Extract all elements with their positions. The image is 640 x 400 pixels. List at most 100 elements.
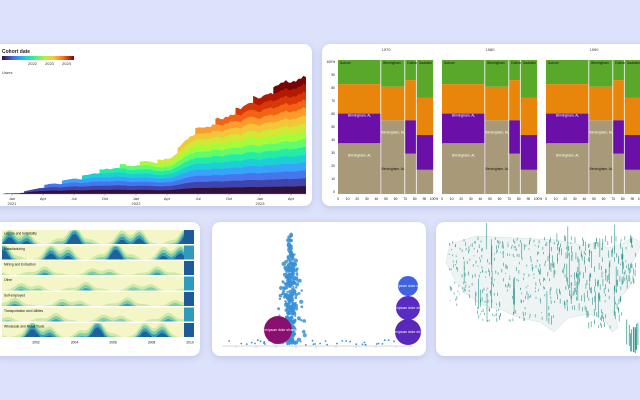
stacked-area-card[interactable]: Cohort date 2022 2023 2024 Users Jan 2021… [0,44,312,206]
x-tick-label: 100% [534,197,543,201]
beeswarm-dot [285,301,287,304]
stacked-area-layers [4,75,307,194]
legend-tick: 2024 [62,61,72,66]
bubble-label: Lorem ipsum dolor sit amet [388,284,426,288]
beeswarm-dot [288,262,292,265]
beeswarm-dot [302,329,306,334]
horizon-row: Leisure and hospitality [2,230,194,244]
marimekko-cell [589,86,613,121]
marimekko-cell [442,143,485,194]
beeswarm-dot [364,343,367,346]
beeswarm-dot [295,282,300,287]
x-tick-label: Jul [71,196,76,201]
us-spike-map [445,222,640,354]
beeswarm-dot [263,341,266,343]
x-tick-label: 80 [517,197,521,201]
x-tick-label: 100% [430,197,439,201]
marimekko-cell [509,60,520,81]
beeswarm-dot [302,319,306,323]
panel-year: 1980 [486,47,496,52]
x-tick-label: Jan [133,196,139,201]
horizon-band [2,315,194,322]
marimekko-cell [520,97,538,136]
column-label: Auburn [548,61,559,65]
legend-title: Cohort date [2,49,30,55]
beeswarm-dot [288,289,293,294]
x-tick-label: 50 [592,197,596,201]
beeswarm-dot [295,306,297,309]
beeswarm-dot [300,289,303,292]
beeswarm-dot [290,274,295,279]
beeswarm-dot [240,342,243,345]
x-tick-label: Oct [102,196,109,201]
x-tick-label: 90 [631,197,635,201]
x-tick-label: 10 [346,197,350,201]
beeswarm-dot [281,280,285,284]
cell-label: Birmingham, AL [348,153,371,157]
beeswarm-dot [287,280,291,283]
area-layer [4,186,306,194]
beeswarm-dot [319,342,321,345]
beeswarm-dot [292,327,296,332]
beeswarm-dot [300,305,304,309]
beeswarm-dot [287,269,289,272]
x-tick-label: 2010 [186,341,194,345]
beeswarm-dot [292,313,295,316]
marimekko-panel: 1970 Birmingham, AL Birmingham, AL Auburn Bi… [337,47,438,201]
column-label: Gadsden [523,61,537,65]
marimekko-cell [405,60,416,81]
y-tick-label: 0 [333,190,335,194]
horizon-card[interactable]: Leisure and hospitality Manufacturing Mini… [0,222,200,356]
beeswarm-dot [284,283,287,285]
x-tick-label: 100% [638,197,640,201]
horizon-band [184,276,194,291]
beeswarm-dot [292,278,295,281]
beeswarm-dot [285,272,288,275]
x-tick-label: Apr [164,196,171,201]
x-tick-label: 2008 [148,341,156,345]
beeswarm-dot [291,271,294,275]
marimekko-cell [405,153,416,194]
column-label: Auburn [444,61,455,65]
horizon-band [184,261,194,275]
x-tick-label: 60 [394,197,398,201]
marimekko-cell [520,135,538,170]
cell-label: Birmingham, AL [486,131,509,135]
beeswarm-dot [278,314,281,317]
x-tick-label: Apr [40,196,47,201]
beeswarm-dot [279,285,284,291]
beeswarm-dot [381,343,384,345]
beeswarm-dot [287,274,290,277]
panel-year: 1970 [382,47,392,52]
highlight-bubble [395,319,421,345]
beeswarm-dot [293,258,298,263]
cell-label: Birmingham, AL [382,167,405,171]
beeswarm-dot [277,307,281,311]
marimekko-card[interactable]: 1970 Birmingham, AL Birmingham, AL Auburn Bi… [322,44,640,206]
beeswarm-dot [287,340,292,345]
x-tick-label: Jan [9,196,15,201]
us-spike-map-card[interactable] [436,222,640,356]
x-tick-year: 2022 [132,201,142,206]
marimekko-cell [624,169,640,194]
horizon-band [2,284,194,291]
x-tick-label: 30 [469,197,473,201]
marimekko-cell [509,120,520,154]
x-tick-label: 80 [621,197,625,201]
beeswarm-dot [299,340,302,343]
beeswarm-card[interactable]: Lorem ipsum dolor sit amet Lorem ipsum do… [212,222,426,356]
horizon-band [2,288,194,291]
beeswarm-dot [312,343,315,346]
row-label: Other [4,278,13,282]
row-label: Manufacturing [4,247,25,251]
beeswarm-dot [292,289,297,293]
beeswarm-dot [294,276,299,281]
beeswarm-dot [294,286,298,289]
horizon-band [184,230,194,244]
beeswarm-dot [294,268,298,273]
beeswarm-dot [293,262,297,266]
legend-tick: 2023 [45,61,55,66]
horizon-band [2,327,194,337]
horizon-band [2,272,194,275]
us-outline [445,235,640,333]
